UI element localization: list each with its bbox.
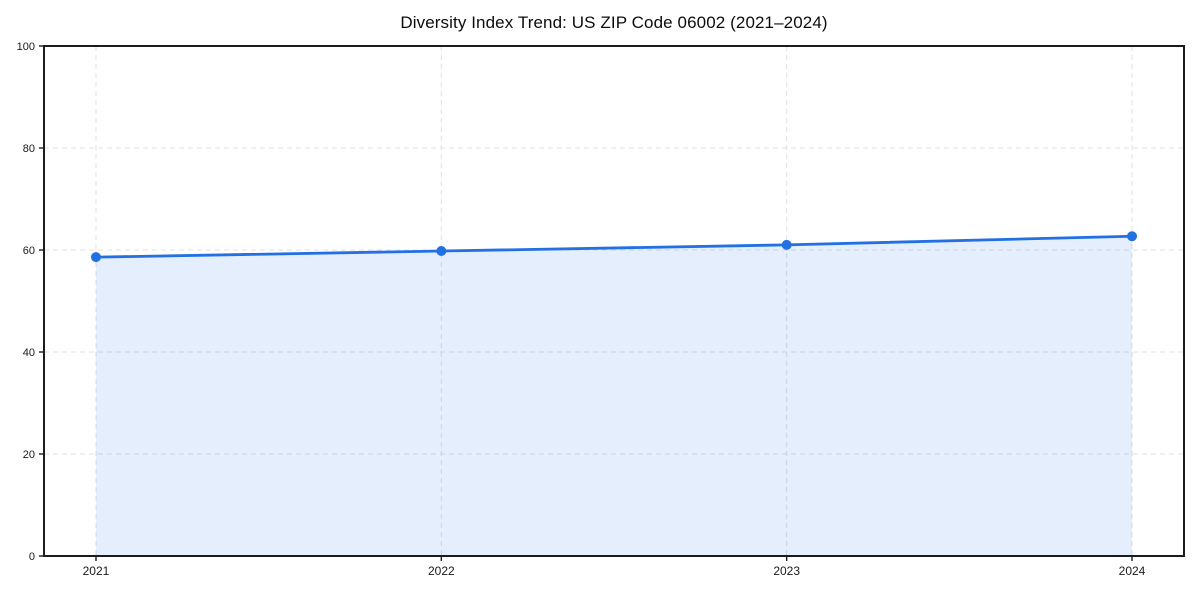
data-point-marker (1127, 231, 1138, 242)
x-tick-label: 2022 (428, 564, 455, 578)
y-tick-label: 100 (17, 41, 35, 53)
trend-line (94, 234, 1134, 259)
chart-title: Diversity Index Trend: US ZIP Code 06002… (400, 13, 828, 32)
y-tick-label: 0 (29, 551, 35, 563)
area-fill (95, 236, 1133, 557)
x-tick-label: 2021 (83, 564, 110, 578)
data-point-marker (436, 246, 447, 257)
x-tick-label: 2023 (773, 564, 800, 578)
x-tick-label: 2024 (1119, 564, 1146, 578)
y-tick-label: 80 (23, 143, 35, 155)
data-point-marker (781, 239, 792, 250)
y-tick-label: 60 (23, 245, 35, 257)
y-tick-label: 20 (23, 449, 35, 461)
y-tick-label: 40 (23, 347, 35, 359)
data-point-marker (90, 252, 101, 263)
plot-border (43, 45, 1185, 557)
